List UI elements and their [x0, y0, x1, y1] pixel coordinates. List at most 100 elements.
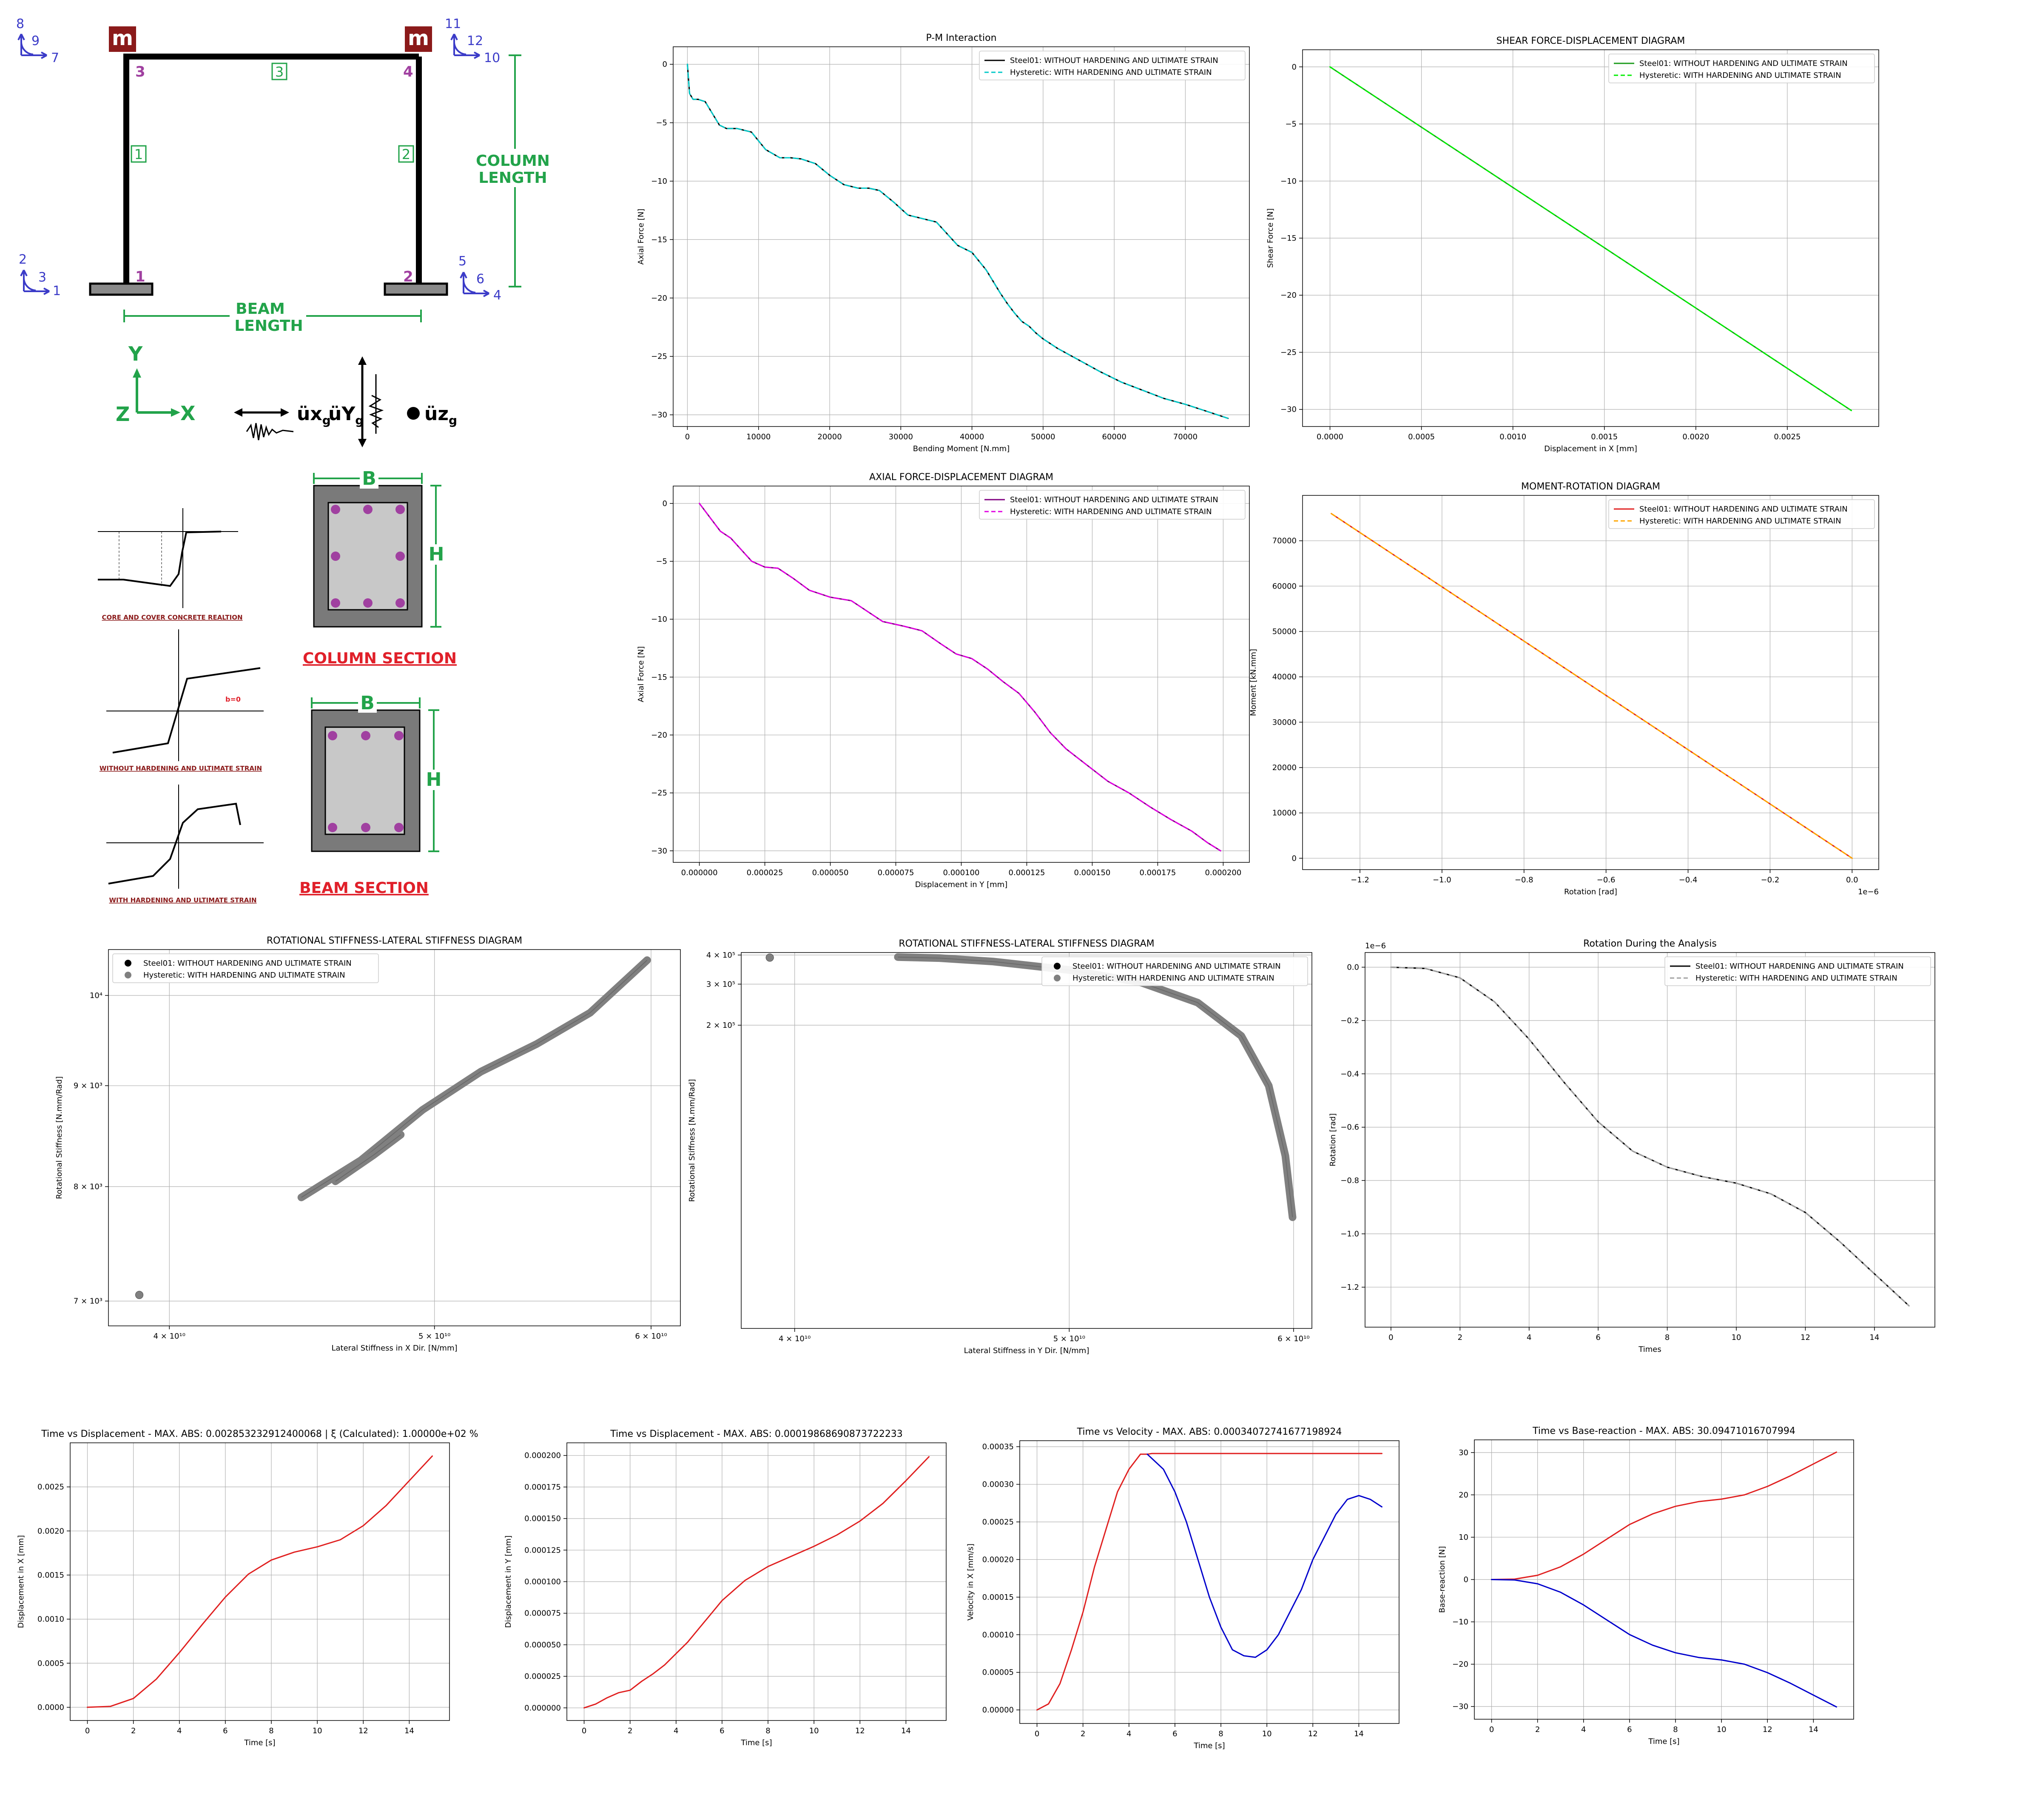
x-tick-label: 4: [1126, 1729, 1131, 1738]
y-tick-label: 0: [1292, 63, 1297, 71]
x-axis-label: Times: [1638, 1345, 1661, 1354]
x-tick-label: 5 × 10¹⁰: [418, 1332, 450, 1341]
chart-title: Time vs Base-reaction - MAX. ABS: 30.094…: [1532, 1426, 1795, 1436]
x-axis-label: Lateral Stiffness in X Dir. [N/mm]: [331, 1344, 457, 1353]
legend-box: [1041, 956, 1308, 986]
x-tick-label: 20000: [817, 432, 842, 441]
y-tick-label: 0.00010: [982, 1630, 1014, 1639]
column-h-label: H: [429, 543, 444, 565]
rotational-lateral-stiffness-x-chart: 4 × 10¹⁰ 5 × 10¹⁰ 6 × 10¹⁰ 7 × 10³ 8 × 10³ 9 …: [55, 936, 681, 1353]
x-tick-label: 14: [1809, 1725, 1818, 1734]
element-1-label: 1: [134, 146, 143, 162]
y-tick-label: 8 × 10³: [74, 1183, 102, 1192]
legend-entry-label: Steel01: WITHOUT HARDENING AND ULTIMATE …: [1639, 505, 1848, 514]
axial-displacement-chart: 0.000000 0.000025 0.000050 0.000075 0.000100…: [637, 472, 1250, 889]
pm-interaction-chart: 0 10000 20000 30000 40000 50000 60000 70000 0 −5 −…: [637, 33, 1250, 453]
y-tick-label: −25: [651, 352, 667, 361]
dof-6-label: 6: [476, 272, 484, 287]
legend-box: [1664, 956, 1931, 986]
x-tick-label: 4 × 10¹⁰: [154, 1332, 185, 1341]
x-tick-label: −1.0: [1433, 876, 1451, 884]
y-tick-label: −0.2: [1340, 1016, 1359, 1025]
x-tick-label: 10: [809, 1726, 819, 1735]
chart-title: MOMENT-ROTATION DIAGRAM: [1521, 481, 1660, 492]
chart-title: AXIAL FORCE-DISPLACEMENT DIAGRAM: [869, 472, 1053, 483]
legend-entry-label: Hysteretic: WITH HARDENING AND ULTIMATE …: [1639, 71, 1841, 80]
x-tick-label: 12: [358, 1726, 368, 1735]
element-2-label: 2: [402, 146, 410, 162]
x-tick-label: 0.000150: [1074, 868, 1111, 877]
axis-x-label: X: [180, 402, 195, 425]
y-tick-label: 0.00000: [982, 1706, 1014, 1715]
legend-marker: [1054, 963, 1061, 970]
x-tick-label: 0.0000: [1317, 432, 1343, 441]
series-line-1: [87, 1455, 433, 1708]
x-axis-label: Lateral Stiffness in Y Dir. [N/mm]: [964, 1346, 1089, 1355]
x-tick-label: 0.000025: [747, 868, 783, 877]
series-line-1: [583, 1456, 930, 1709]
y-tick-label: 0.000000: [524, 1703, 561, 1712]
x-tick-label: 8: [1673, 1725, 1678, 1734]
y-tick-label: −25: [651, 789, 667, 798]
x-tick-label: 50000: [1031, 432, 1055, 441]
dof-bottom-left: [20, 270, 50, 295]
scatter-point: [135, 1291, 144, 1299]
rotation-time-chart: 0 2 4 6 8 10 12 14 0.0 −0.2 −0.4 −0.6 −0.8 −1.0 −1.2 Ro…: [1328, 938, 1935, 1354]
y-tick-label: −25: [1280, 348, 1297, 357]
right-support: [384, 282, 448, 296]
y-axis-label: Velocity in X [mm/s]: [966, 1544, 975, 1621]
node-2-label: 2: [403, 268, 413, 285]
y-tick-label: 50000: [1272, 627, 1297, 636]
x-axis-label: Bending Moment [N.mm]: [913, 444, 1010, 453]
legend-entry-label: Hysteretic: WITH HARDENING AND ULTIMATE …: [143, 971, 345, 980]
dof-top-right: [450, 34, 480, 59]
beam-length-line1: BEAM: [236, 300, 285, 318]
x-axis-label: Time [s]: [244, 1738, 275, 1747]
y-tick-label: 10000: [1272, 809, 1297, 818]
dof-top-left: [17, 34, 47, 59]
y-tick-label: −1.2: [1340, 1283, 1359, 1292]
scatter-point: [765, 953, 774, 962]
y-tick-label: 30: [1459, 1448, 1468, 1457]
x-tick-label: 2: [1081, 1729, 1085, 1738]
time-displacement-y-chart: 0 2 4 6 8 10 12 14 0.000000 0.000025 0.000050 0.000…: [504, 1429, 947, 1747]
x-tick-label: 2: [131, 1726, 136, 1735]
legend-entry-label: Steel01: WITHOUT HARDENING AND ULTIMATE …: [1010, 56, 1218, 65]
y-tick-label: 0: [663, 499, 667, 508]
concrete-caption: CORE AND COVER CONCRETE REALTION: [102, 614, 242, 621]
y-tick-label: −0.8: [1340, 1176, 1359, 1185]
y-tick-label: −10: [1452, 1618, 1468, 1627]
x-tick-label: 12: [1763, 1725, 1772, 1734]
dof-5-label: 5: [458, 254, 467, 269]
x-tick-label: 6: [720, 1726, 724, 1735]
node-3-label: 3: [135, 63, 145, 80]
plot-frame: [673, 46, 1250, 427]
series-line-2: [1329, 66, 1852, 411]
plot-frame: [1474, 1439, 1854, 1720]
x-tick-label: 10: [313, 1726, 322, 1735]
dof-1-label: 1: [53, 284, 61, 299]
y-tick-label: −30: [651, 847, 667, 856]
series-line-2: [1331, 513, 1853, 859]
y-tick-label: −5: [656, 119, 667, 128]
column-length-line2: LENGTH: [478, 169, 547, 187]
legend-entry-label: Steel01: WITHOUT HARDENING AND ULTIMATE …: [1010, 495, 1218, 504]
y-tick-label: 0.00030: [982, 1480, 1014, 1489]
time-velocity-chart: 0 2 4 6 8 10 12 14 0.00000 0.00005 0.00010 0.00015 0…: [966, 1427, 1400, 1750]
dof-11-label: 11: [445, 17, 461, 31]
legend-marker: [125, 972, 131, 978]
x-tick-label: 14: [404, 1726, 414, 1735]
plot-frame: [1302, 495, 1879, 870]
y-tick-label: 0.0005: [37, 1659, 64, 1668]
y-tick-label: −15: [1280, 234, 1297, 243]
y-tick-label: 0.0025: [37, 1483, 64, 1492]
node-1-label: 1: [135, 268, 145, 285]
y-tick-label: 0: [1292, 854, 1297, 863]
scatter-point-band-edge: [898, 956, 1293, 1217]
moment-rotation-chart: −1.2 −1.0 −0.8 −0.6 −0.4 −0.2 0.0 0 10000 20000 30…: [1249, 481, 1879, 896]
x-tick-label: −0.8: [1515, 876, 1533, 884]
legend-entry-label: Hysteretic: WITH HARDENING AND ULTIMATE …: [1010, 68, 1212, 77]
x-tick-label: 6 × 10¹⁰: [635, 1332, 667, 1341]
x-tick-label: 0.0005: [1408, 432, 1435, 441]
plot-frame: [741, 952, 1312, 1329]
